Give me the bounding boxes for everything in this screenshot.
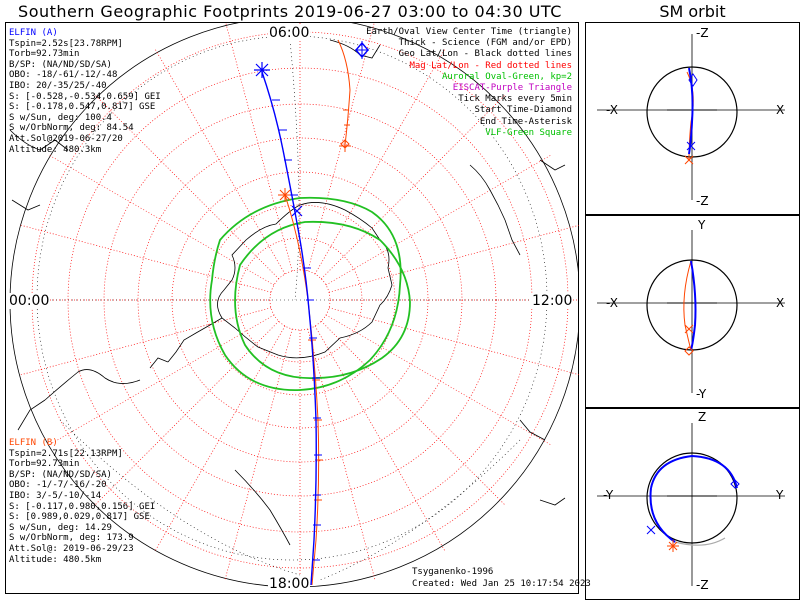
mag-lon-line	[19, 307, 272, 376]
mag-lon-line	[94, 94, 280, 280]
elfin-a-info: ELFIN (A) Tspin=2.52s[23.78RPM] Torb=92.…	[9, 28, 161, 155]
elfin-b-name: ELFIN (B)	[9, 438, 58, 448]
auroral-oval	[209, 196, 411, 391]
mlt-label-left: 00:00	[8, 293, 51, 309]
elfin-b-line: OBO: -1/-7/-16/-20	[9, 480, 107, 491]
credits: Tsyganenko-1996 Created: Wed Jan 25 10:1…	[412, 566, 591, 590]
mlt-label-bottom: 18:00	[268, 576, 311, 592]
elfin-a-line: Torb=92.73min	[9, 49, 80, 60]
mag-lon-line	[325, 154, 552, 286]
elfin-b-track	[278, 39, 351, 586]
footprint-map	[9, 22, 579, 590]
legend-item: Mag Lat/Lon - Red dotted lines	[409, 60, 572, 71]
legend-item: Tick Marks every 5min	[458, 94, 572, 105]
orbit-axis-right: X	[776, 296, 785, 310]
mlt-label-top: 06:00	[268, 25, 311, 41]
elfin-b-line: IBO: 3/-5/-10/-14	[9, 490, 102, 501]
orbit-axis-left: -X	[606, 103, 618, 117]
elfin-b-line: Altitude: 480.5km	[9, 554, 102, 565]
orbit-axis-bottom: -Z	[696, 578, 709, 592]
legend-item: Geo Lat/Lon - Black dotted lines	[398, 49, 572, 60]
elfin-a-track	[254, 41, 369, 586]
orbit-axis-bottom: -Y	[696, 387, 707, 401]
orbit-axis-left: -X	[606, 296, 618, 310]
orbit-panel-xz	[597, 34, 785, 200]
elfin-a-line: S: [-0.528,-0.534,0.659] GEI	[9, 91, 161, 102]
elfin-a-line: S w/Sun, deg: 100.4	[9, 112, 112, 123]
mag-lon-line	[48, 314, 275, 446]
mag-lon-line	[328, 224, 579, 293]
legend-item: End Time-Asterisk	[479, 116, 572, 127]
mag-lon-line	[48, 154, 275, 286]
legend-item: VLF-Green Square	[485, 127, 572, 138]
mag-lon-line	[94, 320, 280, 506]
mag-lon-line	[314, 325, 446, 552]
orbit-axis-top: Y	[698, 218, 706, 232]
mag-lon-line	[225, 22, 293, 272]
legend-item: Earth/Oval View Center Time (triangle)	[366, 27, 572, 37]
mag-lon-line	[320, 320, 506, 506]
coastlines	[9, 39, 566, 546]
orbit-axis-left: -Y	[603, 488, 614, 502]
footprint-map-frame	[5, 22, 579, 594]
orbit-axis-bottom: -Z	[696, 194, 709, 208]
mag-lon-line	[314, 48, 446, 275]
elfin-b-line: S: [0.989,0.029,0.817] GSE	[9, 512, 150, 523]
elfin-a-line: Tspin=2.52s[23.78RPM]	[9, 38, 123, 49]
orbit-axis-right: Y	[776, 488, 784, 502]
mag-lon-line	[19, 224, 272, 293]
elfin-a-line: IBO: 20/-35/25/-40	[9, 80, 107, 91]
elfin-b-line: S w/Sun, deg: 14.29	[9, 522, 112, 533]
elfin-b-line: B/SP: (NA/ND/SD/SA)	[9, 469, 112, 480]
legend-item: Auroral Oval-Green, kp=2	[441, 71, 572, 82]
mag-lon-line	[307, 328, 376, 581]
mag-lon-line	[320, 94, 506, 280]
orbit-axis-right: X	[776, 103, 785, 117]
elfin-b-line: Tspin=2.71s[22.13RPM]	[9, 448, 123, 459]
orbit-axis-top: -Z	[696, 26, 709, 40]
elfin-b-line: Torb=92.73min	[9, 459, 80, 470]
plot-title: Southern Geographic Footprints 2019-06-2…	[18, 2, 562, 21]
elfin-a-line: Altitude: 480.3km	[9, 144, 102, 155]
credits-created: Created: Wed Jan 25 10:17:54 2023	[412, 579, 591, 589]
orbit-panel-xy	[597, 230, 785, 393]
legend-item: EISCAT-Purple Triangle	[452, 83, 572, 94]
elfin-a-line: Att.Sol@2019-06-27/20	[9, 133, 123, 144]
mag-lon-line	[224, 328, 293, 581]
elfin-a-line: B/SP: (NA/ND/SD/SA)	[9, 59, 112, 70]
orbit-panel-yz	[597, 423, 785, 586]
elfin-a-line: OBO: -18/-61/-12/-48	[9, 70, 118, 81]
elfin-b-line: S w/OrbNorm, deg: 173.9	[9, 533, 134, 544]
mag-lon-line	[154, 325, 286, 552]
mlt-label-right: 12:00	[531, 293, 574, 309]
map-legend: Earth/Oval View Center Time (triangle) Th…	[366, 27, 572, 139]
elfin-a-line: S w/OrbNorm, deg: 84.54	[9, 123, 134, 134]
sm-orbit-title: SM orbit	[659, 2, 726, 21]
mag-lon-line	[307, 22, 375, 272]
legend-item: Start Time-Diamond	[474, 105, 572, 116]
orbit-axis-top: Z	[698, 410, 707, 424]
legend-item: Thick - Science (FGM and/or EPD)	[398, 38, 572, 49]
mag-lon-line	[328, 307, 579, 376]
elfin-b-line: S: [-0.117,0.980,0.156] GEI	[9, 501, 156, 512]
elfin-b-line: Att.Sol@: 2019-06-29/23	[9, 543, 134, 554]
mag-lon-grid	[10, 22, 579, 590]
elfin-a-name: ELFIN (A)	[9, 28, 58, 38]
elfin-b-info: ELFIN (B) Tspin=2.71s[22.13RPM] Torb=92.…	[9, 438, 155, 565]
credits-model: Tsyganenko-1996	[412, 567, 494, 577]
mag-lon-line	[325, 314, 552, 446]
elfin-a-line: S: [-0.178,0.547,0.817] GSE	[9, 102, 156, 113]
mag-lon-line	[154, 48, 286, 275]
